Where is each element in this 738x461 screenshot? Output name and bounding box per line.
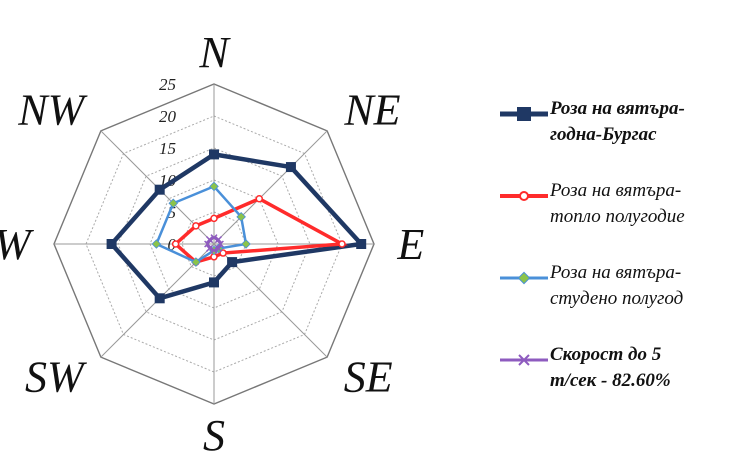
legend-label-warm-line1: Роза на вятъра- — [550, 180, 682, 201]
legend-label-calm-line2: m/сек - 82.60% — [550, 370, 671, 391]
legend-swatch-cold — [500, 271, 548, 285]
direction-label-e: E — [396, 220, 424, 269]
chart-legend: Роза на вятъра- годна-Бургас Роза на вят… — [498, 96, 734, 424]
series-0-point-e — [356, 239, 367, 249]
legend-item-annual: Роза на вятъра- годна-Бургас — [498, 96, 734, 178]
grid-ring-2 — [149, 179, 279, 309]
series-3-point-nw — [205, 235, 214, 244]
legend-item-calm: Скорост до 5 m/сек - 82.60% — [498, 342, 734, 424]
series-0-point-nw — [154, 184, 165, 195]
grid-ring-4 — [85, 115, 343, 373]
series-1-point-se — [219, 249, 227, 257]
spoke-ne — [213, 130, 328, 245]
legend-label-annual-line1: Роза на вятъра- — [550, 98, 685, 119]
series-2-point-w — [151, 239, 162, 249]
series-3-point-se — [214, 244, 223, 253]
series-0-point-s — [209, 277, 219, 288]
series-1-point-w — [171, 240, 180, 248]
legend-label-warm-line2: топло полугодие — [550, 206, 685, 227]
series-2-point-n — [209, 181, 219, 192]
series-3-point-ne — [214, 235, 223, 244]
legend-label-cold-line2: студено полугод — [550, 288, 684, 309]
series-1-point-e — [338, 240, 346, 248]
series-2-point-ne — [236, 212, 246, 222]
series-2-point-sw — [191, 257, 201, 267]
series-3-point-s — [210, 246, 218, 254]
legend-text-annual: Роза на вятъра- годна-Бургас — [550, 96, 685, 148]
tick-label-15: 15 — [159, 139, 176, 158]
legend-swatch-annual — [500, 107, 548, 121]
series-2-point-e — [241, 239, 251, 249]
legend-item-warm: Роза на вятъра- топло полугодие — [498, 178, 734, 260]
tick-label-5: 5 — [168, 203, 177, 222]
legend-swatch-calm — [500, 354, 548, 366]
tick-label-25: 25 — [159, 75, 176, 94]
direction-label-ne: NE — [343, 85, 400, 134]
direction-label-s: S — [203, 411, 225, 460]
legend-label-cold-line1: Роза на вятъра- — [550, 262, 682, 283]
series-0-point-sw — [154, 293, 165, 304]
direction-label-sw: SW — [25, 353, 87, 402]
legend-text-warm: Роза на вятъра- топло полугодие — [550, 178, 685, 230]
series-3-point-e — [216, 240, 224, 248]
legend-swatch-warm — [500, 191, 548, 201]
tick-label-20: 20 — [159, 107, 177, 126]
legend-label-calm-line1: Скорост до 5 — [550, 344, 662, 365]
series-0-point-n — [209, 149, 219, 160]
series-line-0 — [108, 152, 366, 301]
legend-text-cold: Роза на вятъра- студено полугод — [550, 260, 683, 312]
series-3-point-n — [210, 234, 218, 242]
direction-label-n: N — [198, 28, 231, 77]
series-1-point-n — [210, 214, 218, 223]
direction-label-se: SE — [344, 353, 393, 402]
series-1-point-nw — [192, 222, 200, 230]
legend-text-calm: Скорост до 5 m/сек - 82.60% — [550, 342, 671, 394]
series-0-point-ne — [285, 162, 296, 173]
direction-label-w: W — [0, 220, 34, 269]
series-1-point-ne — [255, 194, 264, 203]
series-2-point-nw — [168, 198, 179, 209]
series-0-point-w — [106, 239, 117, 249]
series-0-point-se — [227, 257, 238, 268]
series-3-point-w — [204, 240, 212, 248]
direction-label-nw: NW — [17, 85, 87, 134]
legend-item-cold: Роза на вятъра- студено полугод — [498, 260, 734, 342]
legend-label-annual-line2: годна-Бургас — [550, 124, 657, 145]
series-3-point-sw — [205, 244, 214, 253]
